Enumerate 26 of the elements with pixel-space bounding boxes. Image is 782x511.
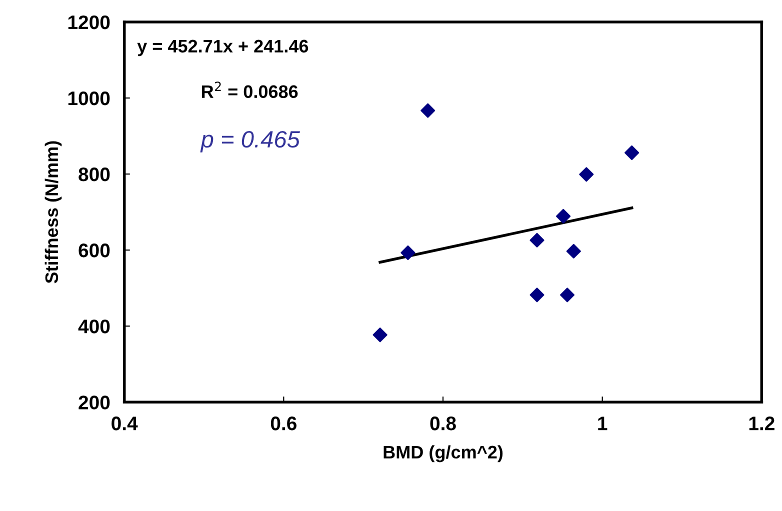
point: [560, 288, 575, 302]
point: [420, 103, 436, 118]
annotation: R$^{2}$ = 0.0686: [202, 82, 298, 98]
x-axis-title: BMD (g/cm^2): [384, 445, 503, 462]
y-tick-label: 1000: [68, 91, 110, 106]
y-tick-label: 400: [78, 320, 110, 334]
x-tick-label: 1.2: [749, 416, 774, 430]
point: [624, 145, 640, 160]
x-tick-label: 0.6: [270, 416, 296, 430]
point: [372, 328, 388, 342]
annotation: p = 0.465: [200, 130, 300, 152]
y-axis-title: Stiffness (N/mm): [44, 141, 62, 284]
y-tick-label: 1200: [68, 15, 110, 30]
point: [566, 244, 581, 259]
y-tick-label: 200: [78, 396, 110, 410]
x-tick-label: 1: [598, 416, 608, 430]
annotation: y = 452.71x + 241.46: [137, 40, 308, 56]
x-tick-label: 0.4: [112, 416, 138, 430]
point: [530, 232, 544, 248]
point: [530, 288, 544, 302]
x-tick-label: 0.8: [430, 416, 456, 430]
y-tick-label: 600: [78, 244, 110, 258]
y-tick-label: 800: [78, 168, 110, 182]
point: [579, 167, 594, 182]
point: [400, 245, 416, 260]
point: [556, 208, 571, 224]
